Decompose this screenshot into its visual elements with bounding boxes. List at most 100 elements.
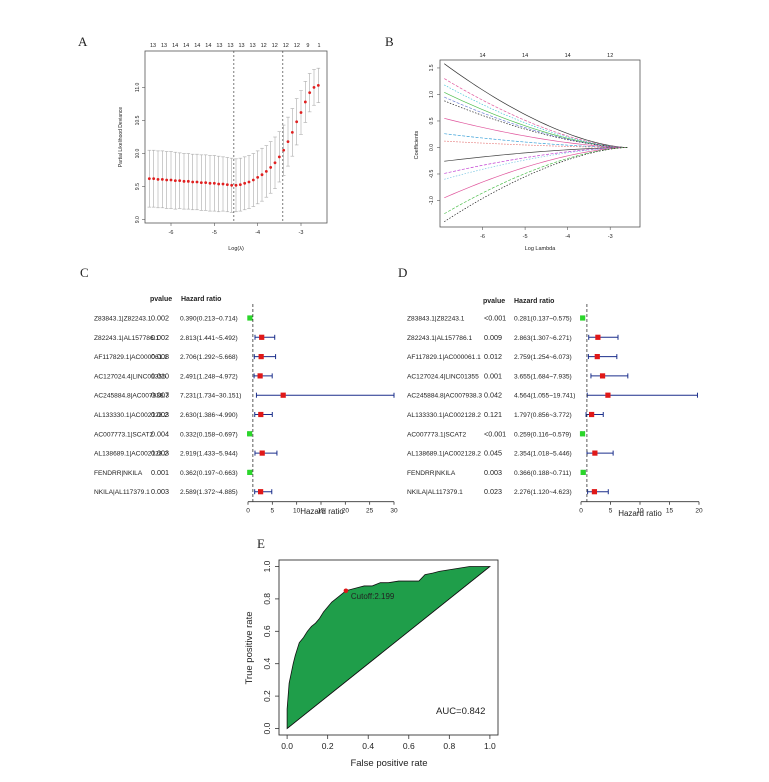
forest-row-hr-text: 0.259(0.116~0.579) (514, 431, 571, 438)
forest-row-hr-text: 0.366(0.188~0.711) (514, 470, 571, 477)
panel-a-point (199, 181, 203, 185)
forest-row-hr-text: 2.813(1.441~5.492) (180, 335, 238, 342)
forest-hr-point (258, 411, 264, 418)
forest-row-pvalue: 0.001 (484, 371, 502, 380)
forest-row-pvalue: 0.002 (151, 314, 169, 323)
forest-hr-point (589, 411, 595, 418)
forest-row-hr-text: 0.332(0.158~0.697) (180, 431, 238, 438)
panel-a-point (251, 178, 255, 182)
panel-a-point (186, 179, 190, 183)
panel-a-point (208, 181, 212, 185)
forest-row-pvalue: 0.008 (151, 352, 169, 361)
panel-a-top-tick-label: 12 (294, 43, 300, 49)
forest-row-hr-text: 2.706(1.292~5.668) (180, 354, 238, 361)
panel-a-point (225, 183, 229, 187)
panel-a-point (303, 100, 307, 104)
panel-a-point (195, 180, 199, 184)
panel-e-x-label: False positive rate (350, 758, 427, 769)
forest-row-pvalue: 0.003 (151, 487, 169, 496)
forest-row-pvalue: 0.045 (484, 449, 502, 458)
panel-b-x-tick-label: -4 (565, 234, 570, 240)
forest-x-tick-label: 20 (695, 508, 703, 515)
panel-a-point (182, 179, 186, 183)
forest-hr-point (247, 315, 253, 321)
panel-a-point (221, 182, 225, 186)
panel-a-point (191, 180, 195, 184)
panel-a-top-tick-label: 1 (317, 43, 320, 49)
panel-a-top-tick-label: 14 (183, 43, 189, 49)
panel-a-point (230, 183, 234, 187)
forest-row-hr-text: 2.491(1.248~4.972) (180, 373, 238, 380)
forest-x-tick-label: 5 (609, 508, 613, 515)
panel-a-y-label: Partial Likelihood Deviance (118, 107, 124, 168)
panel-a-point (264, 170, 268, 173)
panel-b-y-tick-label: 1.5 (429, 64, 435, 71)
forest-row-hr-text: 0.362(0.197~0.663) (180, 470, 238, 477)
panel-a-y-tick-label: 10.0 (135, 148, 141, 158)
forest-row-pvalue: 0.003 (151, 410, 169, 419)
forest-row-hr-text: 3.655(1.684~7.935) (514, 373, 572, 380)
forest-x-tick-label: 10 (636, 508, 644, 515)
forest-row-name: AC245884.8|AC007938.3 (94, 393, 169, 400)
panel-a-point (238, 183, 242, 187)
forest-hr-point (599, 373, 606, 379)
panel-a-top-tick-label: 13 (250, 43, 256, 49)
forest-row-pvalue: <0.001 (484, 429, 506, 438)
forest-x-tick-label: 0 (579, 508, 583, 515)
panel-e-marks: Cutoff:2.199 (286, 566, 492, 730)
panel-b-series-c8 (444, 133, 628, 148)
panel-a-point (308, 91, 312, 95)
forest-row-name: NKILA|AL117379.1 (94, 489, 150, 496)
forest-row-pvalue: 0.012 (484, 352, 502, 361)
forest-row-name: AL138689.1|AC002128.2 (407, 451, 481, 458)
panel-a-point (260, 173, 264, 177)
panel-d-forest-plot-multivariate: D pvalue Hazard ratio Z83843.1|Z82243.1 <… (398, 265, 703, 518)
panel-b-series-c15 (444, 147, 628, 222)
panel-e-roc-curve: E Cutoff:2.199 0.0 0.2 0.4 0.6 0.8 1.0 0.0 0.2… (244, 536, 499, 769)
forest-row-pvalue: <0.001 (484, 314, 506, 323)
panel-e-auc-label: AUC=0.842 (436, 706, 485, 717)
forest-row-hr-text: 2.759(1.254~6.073) (514, 354, 572, 361)
panel-a-point (173, 179, 177, 183)
panel-a-point (165, 178, 169, 182)
panel-e-cutoff-label: Cutoff:2.199 (351, 592, 395, 601)
forest-hr-point (280, 392, 286, 398)
panel-b-y-tick-label: 0.0 (429, 144, 435, 151)
panel-a-point (286, 140, 290, 144)
panel-a-top-tick-label: 13 (161, 43, 167, 49)
panel-d-pvalue-header: pvalue (483, 298, 505, 305)
panel-a-point (299, 111, 303, 114)
panel-a-y-tick-label: 9.5 (135, 183, 141, 190)
forest-row-pvalue: 0.023 (484, 487, 502, 496)
panel-a-top-tick-label: 12 (283, 43, 289, 49)
panel-a-point (295, 120, 299, 124)
panel-c-hr-header: Hazard ratio (181, 296, 221, 303)
panel-b-y-tick-label: -1.0 (429, 196, 435, 205)
panel-a-frame (144, 50, 328, 224)
panel-b-series-c6 (444, 100, 628, 148)
panel-b-x-tick-label: -5 (523, 234, 528, 240)
panel-d-label: D (398, 265, 407, 280)
forest-row-name: Z83843.1|Z82243.1 (407, 316, 465, 323)
forest-x-tick-label: 25 (366, 508, 374, 515)
panel-d-hr-header: Hazard ratio (514, 298, 554, 305)
forest-row-hr-text: 1.797(0.856~3.772) (514, 412, 572, 419)
panel-a-point (152, 177, 156, 181)
panel-b-x-tick-label: -6 (480, 234, 485, 240)
panel-a-point (169, 178, 173, 182)
panel-a-point (156, 177, 160, 181)
forest-x-tick-label: 15 (317, 508, 325, 515)
panel-b-x-label: Log Lambda (525, 246, 557, 252)
forest-row-hr-text: 2.276(1.120~4.623) (514, 489, 572, 496)
panel-d-x-axis: 0 5 10 15 20 (579, 304, 703, 515)
panel-a-top-tick-label: 12 (272, 43, 278, 49)
forest-row-pvalue: 0.121 (484, 410, 502, 419)
forest-x-tick-label: 0 (246, 508, 250, 515)
forest-row-name: AL133330.1|AC002128.2 (94, 412, 168, 419)
forest-hr-point (580, 315, 586, 321)
panel-a-top-tick-label: 9 (306, 43, 309, 49)
panel-c-x-axis: 0 5 10 15 20 25 30 (246, 304, 398, 515)
forest-row-pvalue: 0.009 (484, 333, 502, 342)
panel-b-top-tick-label: 12 (607, 53, 613, 59)
panel-b-series-c10 (444, 147, 628, 162)
